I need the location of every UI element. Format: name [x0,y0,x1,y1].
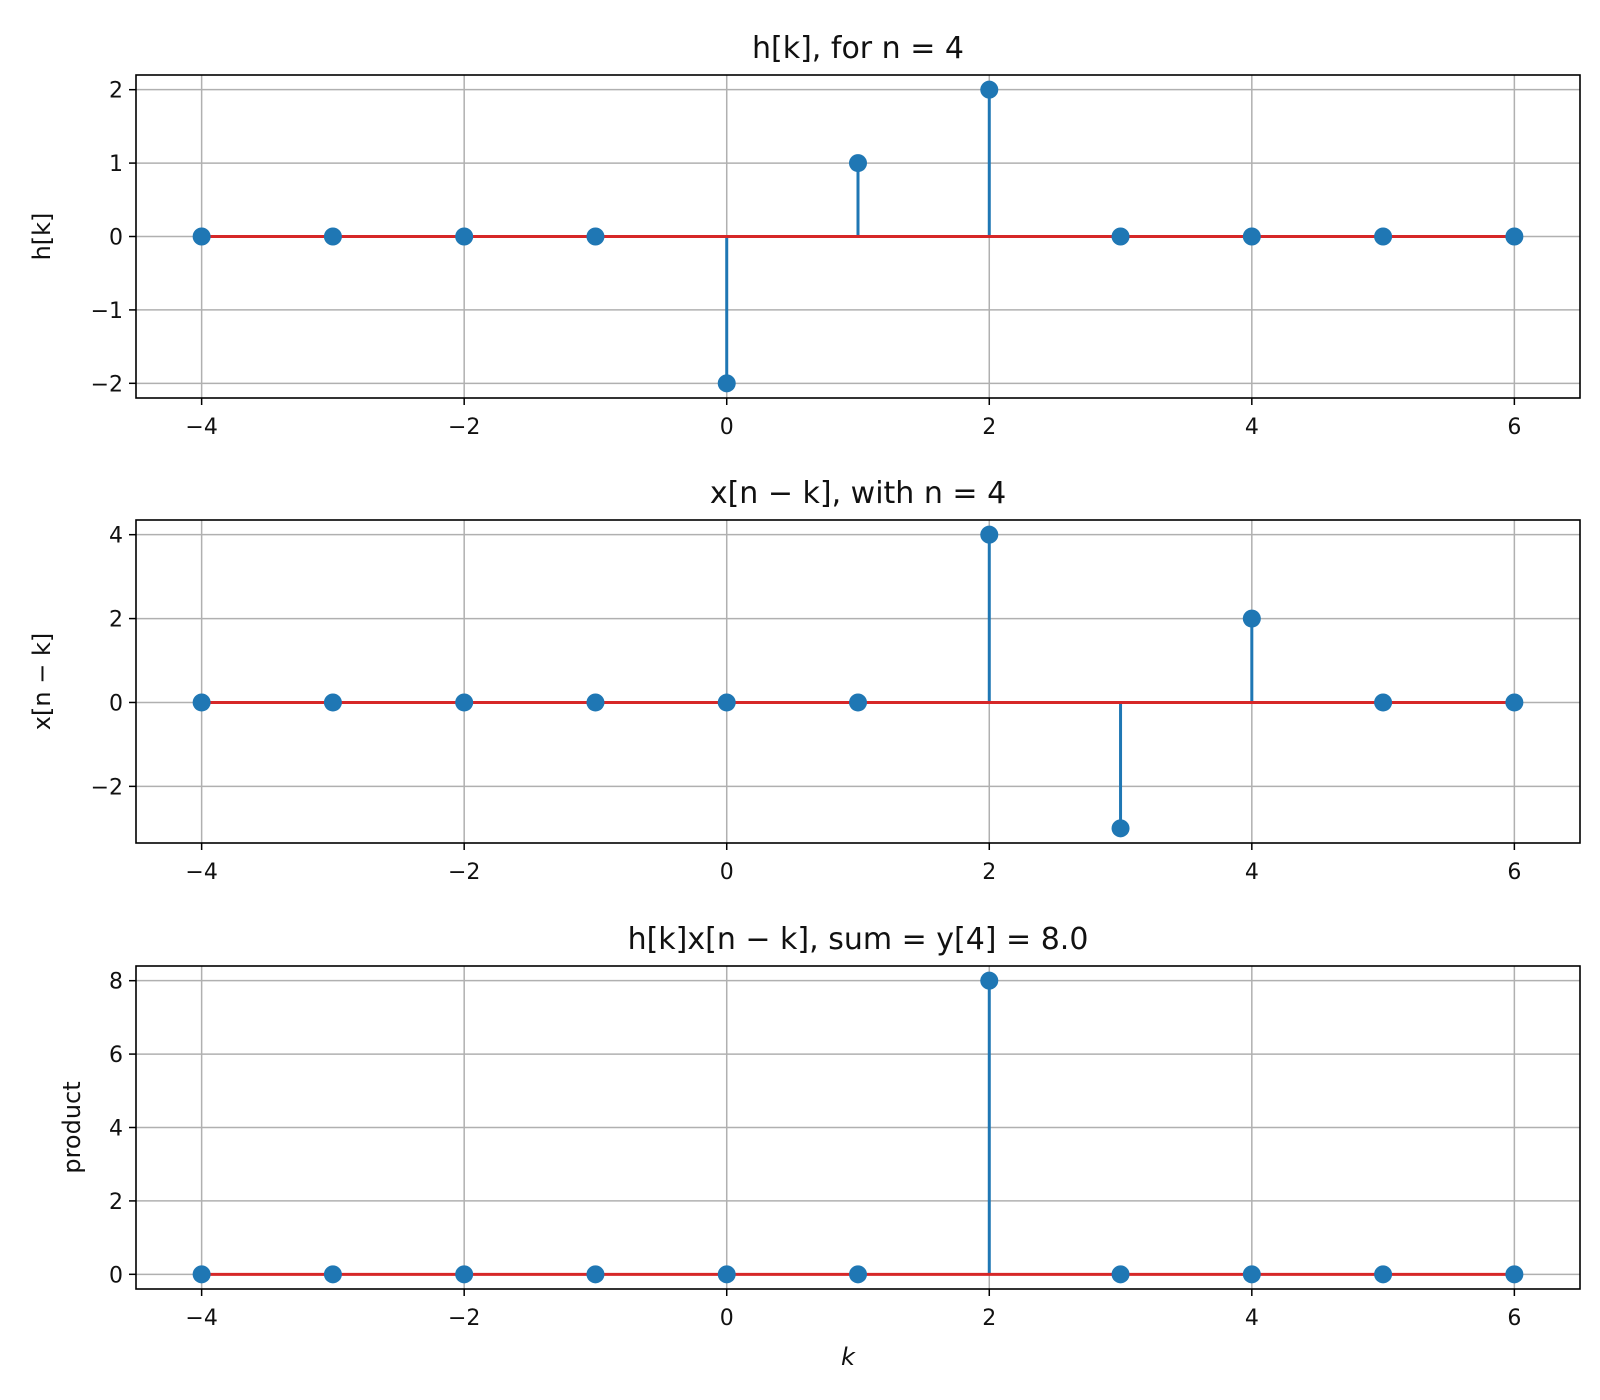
subplot-title: x[n − k], with n = 4 [710,476,1006,511]
stem-marker [980,80,999,99]
subplot-3: −4 −2 0 2 4 6 8 6 4 2 0 h[k]x[n − k], sum = y[4] = … [58,922,1581,1371]
stem-marker [192,1265,211,1284]
x-tick-label: −2 [448,415,480,440]
x-tick-label: 0 [720,415,734,440]
subplot-panels: −4 −2 0 2 4 6 2 1 0 −1 −2 h[k], for n = 4 h[k] −4 −2 0 2… [28,31,1581,1371]
stem-marker [717,1265,736,1284]
y-tick-label: 6 [109,1043,123,1068]
x-tick-label: −4 [185,415,217,440]
x-tick-label: 6 [1507,415,1521,440]
x-tick-label: 4 [1245,860,1259,885]
stem-marker [1111,819,1130,838]
y-axis-label: product [58,1081,86,1173]
x-tick-label: −2 [448,1306,480,1331]
stem-marker [1505,227,1524,246]
stem-marker [1111,227,1130,246]
stem-marker [586,227,605,246]
stem-marker [1111,1265,1130,1284]
subplot-2: −4 −2 0 2 4 6 4 2 0 −2 x[n − k], with n = 4 x[n − k… [28,476,1581,885]
axes-frame [135,519,1581,844]
x-tick-label: −4 [185,860,217,885]
y-tick-label: 2 [109,608,123,633]
stem-marker [980,525,999,544]
x-tick-label: 0 [720,1306,734,1331]
x-tick-label: 2 [982,860,996,885]
y-tick-label: 2 [109,1190,123,1215]
stem-marker [586,693,605,712]
x-tick-label: 4 [1245,415,1259,440]
stem-marker [1505,693,1524,712]
x-tick-label: 0 [720,860,734,885]
y-tick-label: −2 [91,775,123,800]
stem-marker [1242,1265,1261,1284]
x-axis-label: k [841,1343,856,1371]
x-tick-label: 2 [982,1306,996,1331]
stem-marker [1374,693,1393,712]
x-tick-label: 6 [1507,860,1521,885]
stem-marker [323,1265,342,1284]
stem-marker [717,693,736,712]
stem-marker [717,374,736,393]
y-tick-label: 2 [109,79,123,104]
y-tick-label: 4 [109,1117,123,1142]
y-axis-label: x[n − k] [28,633,56,730]
y-tick-label: 4 [109,524,123,549]
y-tick-label: −2 [91,372,123,397]
y-tick-label: −1 [91,299,123,324]
y-tick-label: 1 [109,152,123,177]
stem-marker [455,227,474,246]
x-tick-label: 2 [982,415,996,440]
stem-marker [1242,227,1261,246]
x-tick-label: −4 [185,1306,217,1331]
stem-marker [455,1265,474,1284]
stem-marker [849,693,867,712]
x-tick-label: 6 [1507,1306,1521,1331]
stem-marker [1242,609,1261,628]
stem-marker [849,1265,867,1284]
subplot-title: h[k], for n = 4 [752,31,964,66]
y-tick-label: 0 [109,226,123,251]
stem-marker [1374,227,1393,246]
stem-marker [980,971,999,990]
x-tick-label: −2 [448,860,480,885]
stem-marker [323,227,342,246]
stem-marker [192,227,211,246]
y-axis-label: h[k] [28,213,56,261]
y-tick-label: 8 [109,970,123,995]
y-tick-label: 0 [109,691,123,716]
stem-marker [1505,1265,1524,1284]
stem-marker [455,693,474,712]
stem-marker [323,693,342,712]
stem-marker [849,154,867,173]
stem-marker [192,693,211,712]
y-tick-label: 0 [109,1263,123,1288]
subplot-1: −4 −2 0 2 4 6 2 1 0 −1 −2 h[k], for n = 4 h[k] [28,31,1581,440]
stem-marker [586,1265,605,1284]
x-tick-label: 4 [1245,1306,1259,1331]
subplot-title: h[k]x[n − k], sum = y[4] = 8.0 [628,922,1089,957]
stem-marker [1374,1265,1393,1284]
